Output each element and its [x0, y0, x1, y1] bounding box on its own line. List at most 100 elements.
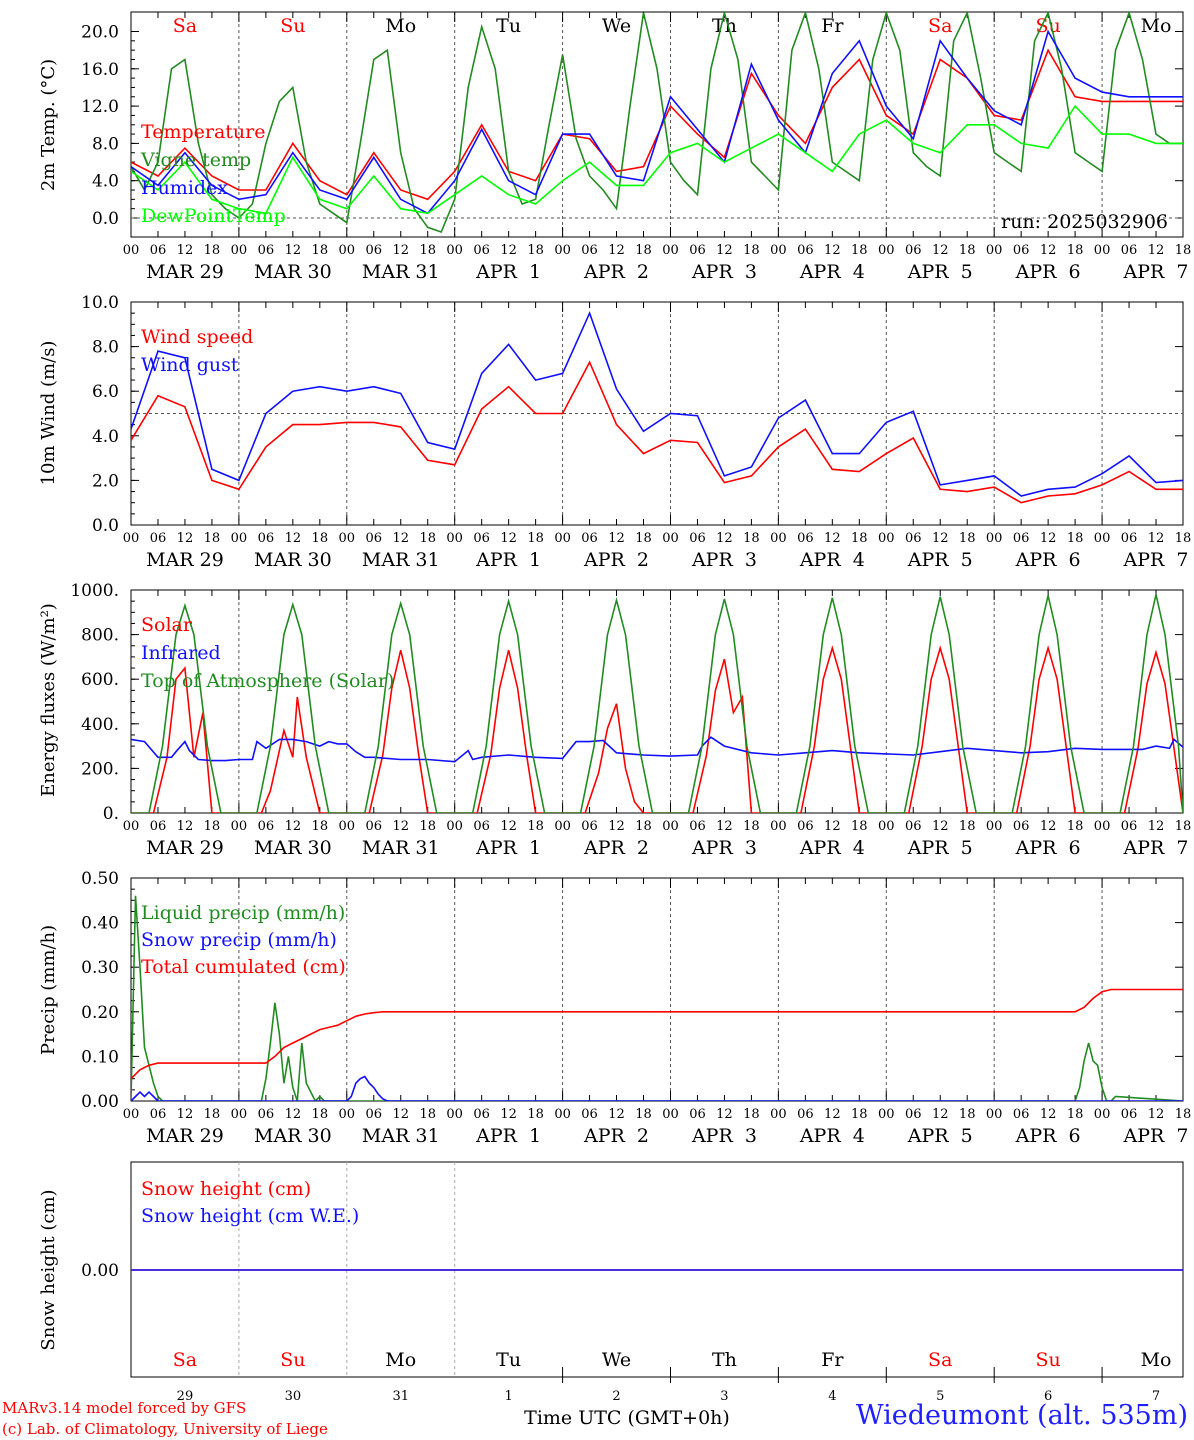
hour-label-precip: 18: [204, 1107, 221, 1122]
date-label-precip: APR 1: [475, 1125, 541, 1147]
day-number-label: 7: [1152, 1389, 1160, 1404]
series-line-wind-gust: [131, 310, 1183, 497]
hour-label-precip: 18: [1067, 1107, 1084, 1122]
hour-label-precip: 18: [527, 1107, 544, 1122]
hour-label-wind: 18: [635, 531, 652, 546]
hour-label-precip: 18: [851, 1107, 868, 1122]
y-tick-label-energy: 1000.: [70, 581, 119, 601]
hour-label-temperature: 00: [986, 243, 1003, 258]
hour-label-temperature: 18: [635, 243, 652, 258]
hour-label-wind: 18: [1067, 531, 1084, 546]
hour-label-temperature: 06: [473, 243, 490, 258]
hour-label-precip: 18: [743, 1107, 760, 1122]
hour-label-temperature: 18: [204, 243, 221, 258]
day-number-label: 5: [936, 1389, 944, 1404]
weekday-label: Sa: [173, 15, 197, 37]
hour-label-precip: 06: [581, 1107, 598, 1122]
y-tick-label-wind: 8.0: [92, 338, 119, 358]
hour-label-precip: 06: [1013, 1107, 1030, 1122]
legend-entry-top-of-atmosphere-solar-: Top of Atmosphere (Solar): [141, 670, 394, 692]
y-tick-label-temperature: 12.0: [81, 97, 119, 117]
hour-label-energy: 06: [1013, 819, 1030, 834]
y-tick-label-temperature: 4.0: [92, 172, 119, 192]
hour-label-precip: 06: [689, 1107, 706, 1122]
day-number-label: 3: [720, 1389, 728, 1404]
day-number-label: 6: [1044, 1389, 1052, 1404]
weekday-label: We: [602, 1349, 631, 1371]
hour-label-temperature: 18: [419, 243, 436, 258]
hour-label-wind: 06: [1013, 531, 1030, 546]
weekday-label: Th: [712, 1349, 737, 1371]
hour-label-temperature: 12: [716, 243, 733, 258]
hour-label-wind: 00: [770, 531, 787, 546]
series-line-wind-speed: [131, 360, 1183, 504]
hour-label-precip: 00: [123, 1107, 140, 1122]
legend-entry-humidex: Humidex: [141, 177, 228, 199]
hour-label-wind: 12: [932, 531, 949, 546]
weekday-label: Mo: [385, 1349, 416, 1371]
hour-label-precip: 12: [932, 1107, 949, 1122]
x-axis-label: Time UTC (GMT+0h): [524, 1407, 730, 1429]
hour-label-wind: 00: [123, 531, 140, 546]
date-label-wind: APR 3: [691, 549, 757, 571]
hour-label-wind: 12: [285, 531, 302, 546]
hour-label-energy: 00: [231, 819, 248, 834]
y-tick-label-energy: 400.: [81, 715, 119, 735]
hour-label-temperature: 00: [339, 243, 356, 258]
y-tick-label-temperature: 8.0: [92, 134, 119, 154]
hour-label-temperature: 06: [905, 243, 922, 258]
date-label-wind: MAR 29: [146, 549, 224, 571]
hour-label-temperature: 06: [797, 243, 814, 258]
day-number-label: 1: [505, 1389, 513, 1404]
hour-label-wind: 06: [473, 531, 490, 546]
hour-label-wind: 18: [1175, 531, 1192, 546]
hour-label-energy: 06: [581, 819, 598, 834]
hour-label-wind: 06: [150, 531, 167, 546]
legend-entry-snow-precip-mm-h-: Snow precip (mm/h): [141, 929, 337, 951]
hour-label-precip: 00: [339, 1107, 356, 1122]
weekday-label: Mo: [1141, 1349, 1172, 1371]
day-number-label: 31: [392, 1389, 409, 1404]
date-label-wind: MAR 31: [362, 549, 440, 571]
hour-label-temperature: 06: [1013, 243, 1030, 258]
hour-label-precip: 00: [770, 1107, 787, 1122]
day-number-label: 4: [828, 1389, 836, 1404]
hour-label-wind: 12: [716, 531, 733, 546]
hour-label-temperature: 18: [312, 243, 329, 258]
hour-label-temperature: 12: [932, 243, 949, 258]
hour-label-energy: 18: [204, 819, 221, 834]
hour-label-energy: 06: [905, 819, 922, 834]
hour-label-energy: 18: [851, 819, 868, 834]
hour-label-energy: 00: [878, 819, 895, 834]
y-tick-label-wind: 2.0: [92, 471, 119, 491]
legend-entry-total-cumulated-cm-: Total cumulated (cm): [141, 956, 346, 978]
date-label-energy: APR 3: [691, 837, 757, 859]
hour-label-temperature: 12: [1148, 243, 1165, 258]
hour-label-wind: 06: [689, 531, 706, 546]
hour-label-precip: 12: [500, 1107, 517, 1122]
hour-label-wind: 06: [1121, 531, 1138, 546]
hour-label-energy: 12: [177, 819, 194, 834]
hour-label-wind: 18: [312, 531, 329, 546]
hour-label-wind: 06: [581, 531, 598, 546]
plot-frame-energy: [130, 589, 1184, 814]
hour-label-temperature: 06: [365, 243, 382, 258]
date-label-temperature: APR 7: [1123, 261, 1189, 283]
hour-label-energy: 12: [716, 819, 733, 834]
hour-label-wind: 18: [959, 531, 976, 546]
weekday-label: Fr: [821, 15, 844, 37]
series-line-vigne-temp: [131, 12, 1183, 234]
run-annotation: run: 2025032906: [1001, 211, 1168, 233]
hour-label-wind: 06: [905, 531, 922, 546]
y-tick-label-precip: 0.50: [81, 869, 119, 889]
hour-label-precip: 18: [312, 1107, 329, 1122]
date-label-wind: APR 4: [799, 549, 865, 571]
hour-label-energy: 06: [473, 819, 490, 834]
hour-label-wind: 18: [419, 531, 436, 546]
y-tick-label-temperature: 16.0: [81, 60, 119, 80]
series-line-snow-precip-mm-h-: [131, 1075, 1183, 1101]
hour-label-wind: 12: [1040, 531, 1057, 546]
y-tick-label-precip: 0.10: [81, 1047, 119, 1067]
legend-entry-snow-height-cm-: Snow height (cm): [141, 1178, 311, 1200]
